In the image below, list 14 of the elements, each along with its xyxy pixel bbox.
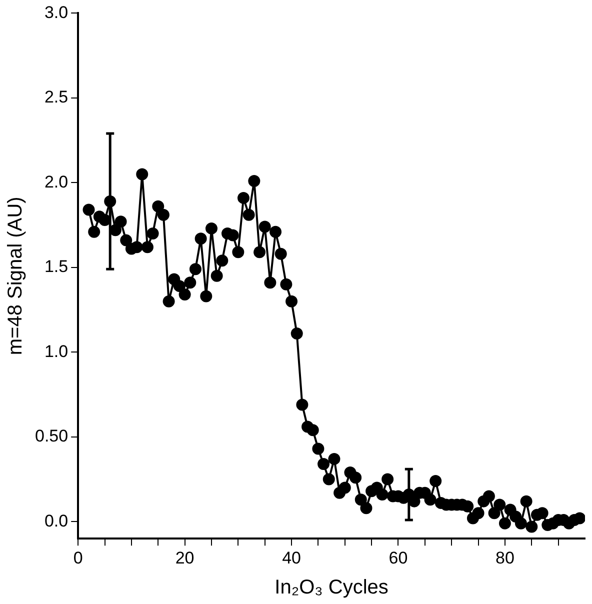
y-tick-label: 3.0	[44, 2, 68, 22]
y-tick-label: 0.0	[44, 511, 68, 530]
y-tick-label: 2.5	[44, 88, 68, 107]
x-tick-label: 60	[388, 548, 408, 568]
y-tick-label: 0.50	[34, 426, 68, 446]
x-tick-label: 20	[175, 548, 194, 568]
x-axis-title: In₂O₃ Cycles	[274, 576, 388, 599]
x-tick-label: 40	[282, 548, 301, 568]
y-tick-label: 1.0	[44, 342, 68, 361]
y-tick-label: 2.0	[44, 172, 68, 192]
y-axis-title: m=48 Signal (AU)	[4, 196, 27, 356]
y-tick-label: 1.5	[44, 257, 68, 276]
x-tick-label: 80	[496, 548, 514, 568]
x-tick-label: 0	[73, 548, 83, 568]
